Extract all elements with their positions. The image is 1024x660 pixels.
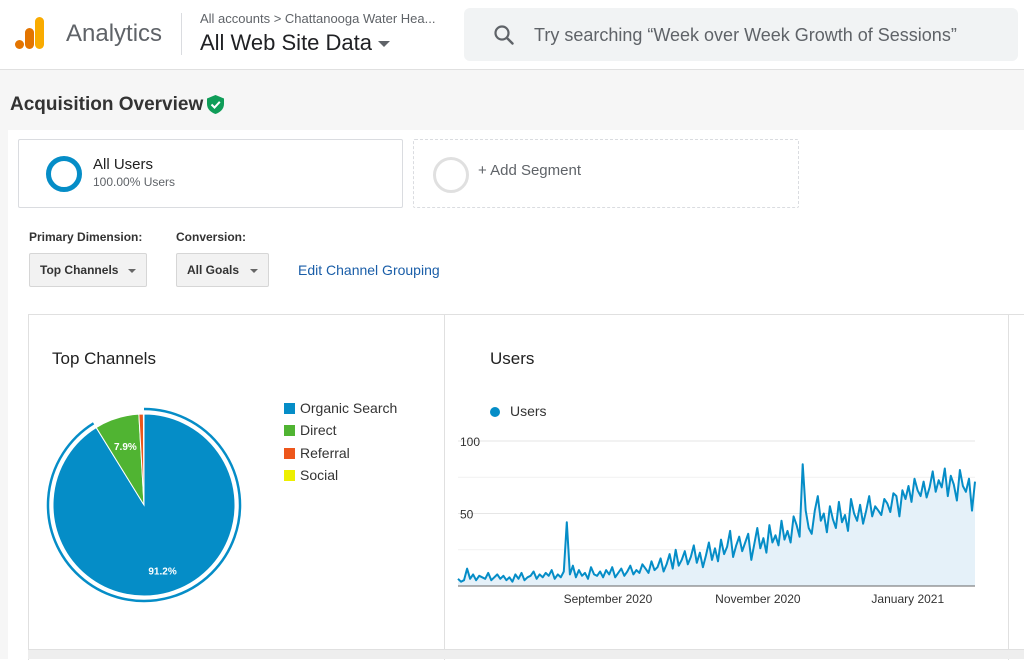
conversion-label: Conversion: xyxy=(176,230,247,244)
top-channels-card xyxy=(28,315,445,660)
x-tick-label: November 2020 xyxy=(715,592,801,606)
edit-channel-grouping-link[interactable]: Edit Channel Grouping xyxy=(298,262,440,278)
verified-shield-icon[interactable] xyxy=(207,95,224,114)
segment-name: All Users xyxy=(93,156,154,173)
users-legend[interactable]: Users xyxy=(490,403,547,419)
primary-dimension-value: Top Channels xyxy=(40,263,119,277)
top-channels-title: Top Channels xyxy=(52,349,156,368)
legend-swatch xyxy=(284,448,295,459)
view-selector[interactable]: All Web Site Data xyxy=(200,30,391,56)
y-tick-label: 50 xyxy=(460,508,474,522)
legend-social[interactable]: Social xyxy=(284,467,338,483)
legend-label: Social xyxy=(300,467,339,483)
legend-swatch xyxy=(284,470,295,481)
bottom-scroll-strip xyxy=(28,649,1024,659)
series-dot-icon xyxy=(490,407,500,417)
segment-ring-icon xyxy=(46,156,82,192)
users-card xyxy=(445,315,1009,660)
legend-label: Users xyxy=(510,403,547,419)
app-name: Analytics xyxy=(66,20,163,47)
view-name: All Web Site Data xyxy=(200,30,373,55)
caret-down-icon xyxy=(378,41,391,48)
add-segment-label: + Add Segment xyxy=(478,162,581,179)
header-divider xyxy=(181,13,182,55)
page-title-bar: Acquisition Overview xyxy=(0,70,1024,130)
legend-organic-search[interactable]: Organic Search xyxy=(284,400,397,416)
legend-swatch xyxy=(284,403,295,414)
segment-percentage: 100.00% Users xyxy=(93,175,176,189)
users-series-line xyxy=(457,463,976,583)
search-input[interactable] xyxy=(534,22,1004,48)
legend-swatch xyxy=(284,425,295,436)
legend-direct[interactable]: Direct xyxy=(284,422,337,438)
legend-label: Direct xyxy=(300,422,337,438)
empty-segment-ring-icon xyxy=(433,157,469,193)
add-segment-button[interactable]: + Add Segment xyxy=(413,139,799,208)
search-bar[interactable] xyxy=(464,8,1018,61)
legend-referral[interactable]: Referral xyxy=(284,445,350,461)
x-tick-label: January 2021 xyxy=(871,592,944,606)
top-header: Analytics All accounts > Chattanooga Wat… xyxy=(0,0,1024,70)
segment-all-users[interactable]: All Users 100.00% Users xyxy=(18,139,403,208)
conversion-dropdown[interactable]: All Goals xyxy=(176,253,269,287)
users-area-fill xyxy=(458,464,975,586)
primary-dimension-dropdown[interactable]: Top Channels xyxy=(29,253,147,287)
legend-label: Referral xyxy=(300,445,350,461)
page-title: Acquisition Overview xyxy=(10,94,204,115)
users-line-chart[interactable]: 100 50 September 2020 November 2020 January … xyxy=(450,425,990,615)
pie-slice-label: 7.9% xyxy=(114,442,137,453)
search-icon xyxy=(494,25,514,45)
dropdown-arrow-icon xyxy=(250,269,258,273)
breadcrumb[interactable]: All accounts > Chattanooga Water Hea... xyxy=(200,11,436,26)
charts-panel xyxy=(28,314,1024,660)
pie-slice-label: 91.2% xyxy=(148,566,176,577)
pie-hover-ring xyxy=(46,407,242,603)
primary-dimension-label: Primary Dimension: xyxy=(29,230,143,244)
conversion-value: All Goals xyxy=(187,263,240,277)
analytics-logo-icon[interactable] xyxy=(15,17,45,49)
users-chart-title: Users xyxy=(490,349,535,368)
legend-label: Organic Search xyxy=(300,400,398,416)
pie-slice-social xyxy=(142,413,145,506)
dropdown-arrow-icon xyxy=(128,269,136,273)
x-tick-label: September 2020 xyxy=(564,592,653,606)
top-channels-pie-chart[interactable]: 91.2% 7.9% xyxy=(44,405,244,605)
y-tick-label: 100 xyxy=(460,435,480,449)
